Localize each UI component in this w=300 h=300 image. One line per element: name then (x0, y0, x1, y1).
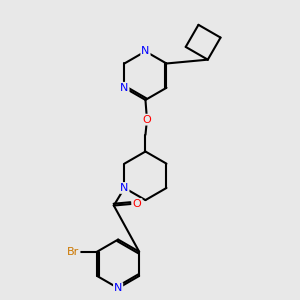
Text: Br: Br (67, 247, 80, 257)
Text: N: N (114, 283, 122, 293)
Text: O: O (133, 199, 142, 209)
Text: N: N (120, 83, 129, 93)
Text: N: N (141, 46, 150, 56)
Text: O: O (142, 115, 151, 124)
Text: N: N (120, 183, 129, 193)
